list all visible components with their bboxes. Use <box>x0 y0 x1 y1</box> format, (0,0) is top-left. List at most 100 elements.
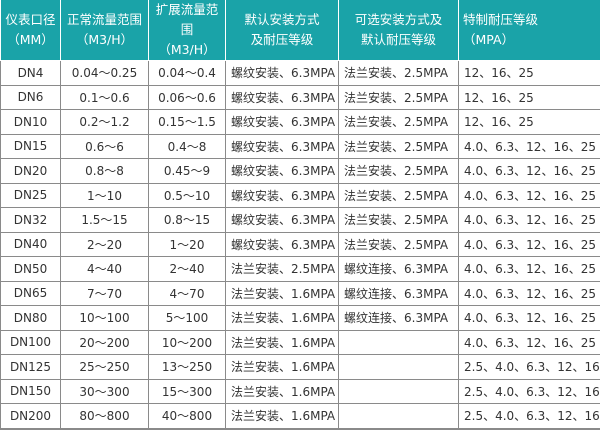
cell-extended-flow: 15～300 <box>149 379 226 404</box>
cell-optional-install: 法兰安装、2.5MPA <box>339 110 459 135</box>
header-optional-install-line2: 默认耐压等级 <box>343 30 454 50</box>
cell-optional-install: 法兰安装、2.5MPA <box>339 232 459 257</box>
cell-special-pressure: 4.0、6.3、12、16、25 <box>459 330 600 355</box>
cell-normal-flow: 10～100 <box>61 306 149 331</box>
cell-extended-flow: 0.8～15 <box>149 208 226 233</box>
header-special-pressure-line1: 特制耐压等级 <box>463 10 596 30</box>
cell-optional-install: 法兰安装、2.5MPA <box>339 159 459 184</box>
header-optional-install: 可选安装方式及默认耐压等级 <box>339 0 459 61</box>
cell-special-pressure: 12、16、25 <box>459 61 600 86</box>
cell-optional-install: 螺纹连接、6.3MPA <box>339 257 459 282</box>
header-normal-flow: 正常流量范围（M3/H） <box>61 0 149 61</box>
cell-special-pressure: 12、16、25 <box>459 85 600 110</box>
cell-diameter: DN25 <box>1 183 61 208</box>
cell-optional-install <box>339 355 459 380</box>
cell-extended-flow: 40～800 <box>149 404 226 429</box>
cell-extended-flow: 5～100 <box>149 306 226 331</box>
cell-normal-flow: 7～70 <box>61 281 149 306</box>
header-special-pressure-line2: （MPA） <box>463 30 596 50</box>
cell-normal-flow: 1～10 <box>61 183 149 208</box>
cell-diameter: DN40 <box>1 232 61 257</box>
header-normal-flow-line1: 正常流量范围 <box>65 10 144 30</box>
cell-special-pressure: 4.0、6.3、12、16、25 <box>459 208 600 233</box>
cell-normal-flow: 0.8～8 <box>61 159 149 184</box>
cell-diameter: DN125 <box>1 355 61 380</box>
cell-normal-flow: 0.6～6 <box>61 134 149 159</box>
cell-diameter: DN100 <box>1 330 61 355</box>
cell-optional-install <box>339 330 459 355</box>
cell-default-install: 法兰安装、1.6MPA <box>226 404 339 429</box>
cell-diameter: DN32 <box>1 208 61 233</box>
cell-default-install: 螺纹安装、6.3MPA <box>226 61 339 86</box>
header-default-install: 默认安装方式及耐压等级 <box>226 0 339 61</box>
cell-optional-install: 法兰安装、2.5MPA <box>339 183 459 208</box>
cell-extended-flow: 4～70 <box>149 281 226 306</box>
cell-optional-install: 法兰安装、2.5MPA <box>339 61 459 86</box>
cell-extended-flow: 1～20 <box>149 232 226 257</box>
cell-extended-flow: 0.45～9 <box>149 159 226 184</box>
cell-extended-flow: 0.4～8 <box>149 134 226 159</box>
header-diameter-line1: 仪表口径 <box>5 10 56 30</box>
cell-default-install: 螺纹安装、6.3MPA <box>226 134 339 159</box>
cell-special-pressure: 4.0、6.3、12、16、25 <box>459 183 600 208</box>
cell-normal-flow: 30～300 <box>61 379 149 404</box>
cell-extended-flow: 0.5～10 <box>149 183 226 208</box>
cell-normal-flow: 25～250 <box>61 355 149 380</box>
cell-default-install: 螺纹安装、6.3MPA <box>226 208 339 233</box>
cell-diameter: DN20 <box>1 159 61 184</box>
cell-default-install: 法兰安装、1.6MPA <box>226 306 339 331</box>
header-diameter: 仪表口径（MM） <box>1 0 61 61</box>
cell-default-install: 螺纹安装、6.3MPA <box>226 183 339 208</box>
cell-diameter: DN15 <box>1 134 61 159</box>
cell-diameter: DN80 <box>1 306 61 331</box>
cell-special-pressure: 2.5、4.0、6.3、12、16 <box>459 379 600 404</box>
cell-default-install: 法兰安装、1.6MPA <box>226 330 339 355</box>
cell-extended-flow: 0.04～0.4 <box>149 61 226 86</box>
cell-optional-install <box>339 379 459 404</box>
cell-default-install: 法兰安装、1.6MPA <box>226 281 339 306</box>
cell-extended-flow: 2～40 <box>149 257 226 282</box>
cell-special-pressure: 2.5、4.0、6.3、12、16 <box>459 355 600 380</box>
header-optional-install-line1: 可选安装方式及 <box>343 10 454 30</box>
cell-default-install: 螺纹安装、6.3MPA <box>226 85 339 110</box>
cell-normal-flow: 2～20 <box>61 232 149 257</box>
cell-diameter: DN10 <box>1 110 61 135</box>
header-diameter-line2: （MM） <box>5 30 56 50</box>
cell-special-pressure: 4.0、6.3、12、16、25 <box>459 232 600 257</box>
cell-extended-flow: 0.06～0.6 <box>149 85 226 110</box>
cell-normal-flow: 0.2～1.2 <box>61 110 149 135</box>
cell-diameter: DN150 <box>1 379 61 404</box>
cell-default-install: 法兰安装、1.6MPA <box>226 355 339 380</box>
cell-optional-install: 法兰安装、2.5MPA <box>339 85 459 110</box>
cell-special-pressure: 4.0、6.3、12、16、25 <box>459 257 600 282</box>
cell-normal-flow: 4～40 <box>61 257 149 282</box>
cell-normal-flow: 80～800 <box>61 404 149 429</box>
cell-diameter: DN65 <box>1 281 61 306</box>
cell-normal-flow: 0.1～0.6 <box>61 85 149 110</box>
cell-optional-install: 法兰安装、2.5MPA <box>339 208 459 233</box>
cell-diameter: DN50 <box>1 257 61 282</box>
cell-default-install: 法兰安装、2.5MPA <box>226 257 339 282</box>
cell-diameter: DN4 <box>1 61 61 86</box>
cell-optional-install: 法兰安装、2.5MPA <box>339 134 459 159</box>
cell-extended-flow: 10～200 <box>149 330 226 355</box>
cell-default-install: 螺纹安装、6.3MPA <box>226 110 339 135</box>
cell-special-pressure: 12、16、25 <box>459 110 600 135</box>
cell-special-pressure: 4.0、6.3、12、16、25 <box>459 159 600 184</box>
header-extended-flow: 扩展流量范围（M3/H） <box>149 0 226 61</box>
header-default-install-line1: 默认安装方式 <box>230 10 334 30</box>
cell-diameter: DN200 <box>1 404 61 429</box>
cell-extended-flow: 13～250 <box>149 355 226 380</box>
header-special-pressure: 特制耐压等级（MPA） <box>459 0 600 61</box>
